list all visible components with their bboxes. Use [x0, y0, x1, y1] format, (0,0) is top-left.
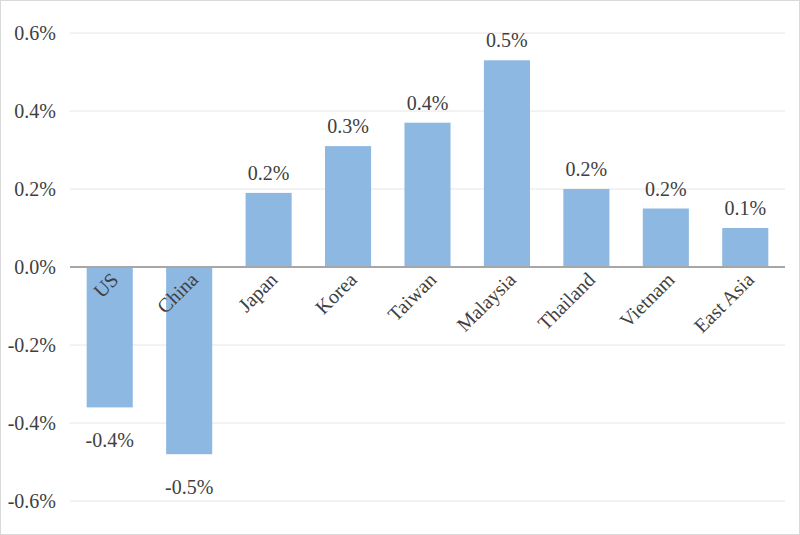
bar	[563, 189, 609, 267]
data-label: 0.2%	[566, 158, 608, 180]
data-label: 0.5%	[486, 29, 528, 51]
data-label: 0.4%	[407, 92, 449, 114]
y-tick-label: 0.4%	[14, 100, 56, 122]
y-tick-label: -0.2%	[8, 334, 56, 356]
bar	[643, 209, 689, 268]
bar	[325, 146, 371, 267]
y-tick-label: -0.4%	[8, 412, 56, 434]
data-label: -0.5%	[165, 476, 213, 498]
x-tick-label: China	[153, 268, 202, 317]
bar	[722, 228, 768, 267]
data-label: 0.3%	[327, 115, 369, 137]
grid-line	[70, 33, 785, 34]
data-label: 0.2%	[248, 162, 290, 184]
data-label: 0.2%	[645, 178, 687, 200]
x-tick-label: Malaysia	[452, 268, 520, 336]
y-tick-label: 0.0%	[14, 256, 56, 278]
x-tick-label: East Asia	[690, 268, 759, 337]
x-tick-label: Korea	[311, 268, 361, 318]
bar	[246, 193, 292, 267]
bars	[87, 60, 769, 454]
grid-line	[70, 501, 785, 502]
x-tick-label: Taiwan	[383, 268, 440, 325]
y-tick-label: 0.2%	[14, 178, 56, 200]
x-tick-label: Vietnam	[615, 268, 679, 332]
bar	[404, 123, 450, 267]
chart-frame	[1, 1, 800, 535]
x-tick-label: Japan	[234, 268, 282, 316]
chart: -0.6% -0.4% -0.2% 0.0% 0.2% 0.4% 0.6% -0.4% -0.5…	[0, 0, 800, 535]
bar	[484, 60, 530, 267]
x-axis-line	[70, 266, 785, 268]
data-label: 0.1%	[724, 197, 766, 219]
x-tick-label: Thailand	[533, 268, 599, 334]
y-tick-label: 0.6%	[14, 22, 56, 44]
y-tick-label: -0.6%	[8, 490, 56, 512]
grid-line	[70, 267, 785, 268]
data-label: -0.4%	[86, 429, 134, 451]
bar	[87, 267, 133, 407]
x-tick-label: US	[89, 268, 123, 302]
